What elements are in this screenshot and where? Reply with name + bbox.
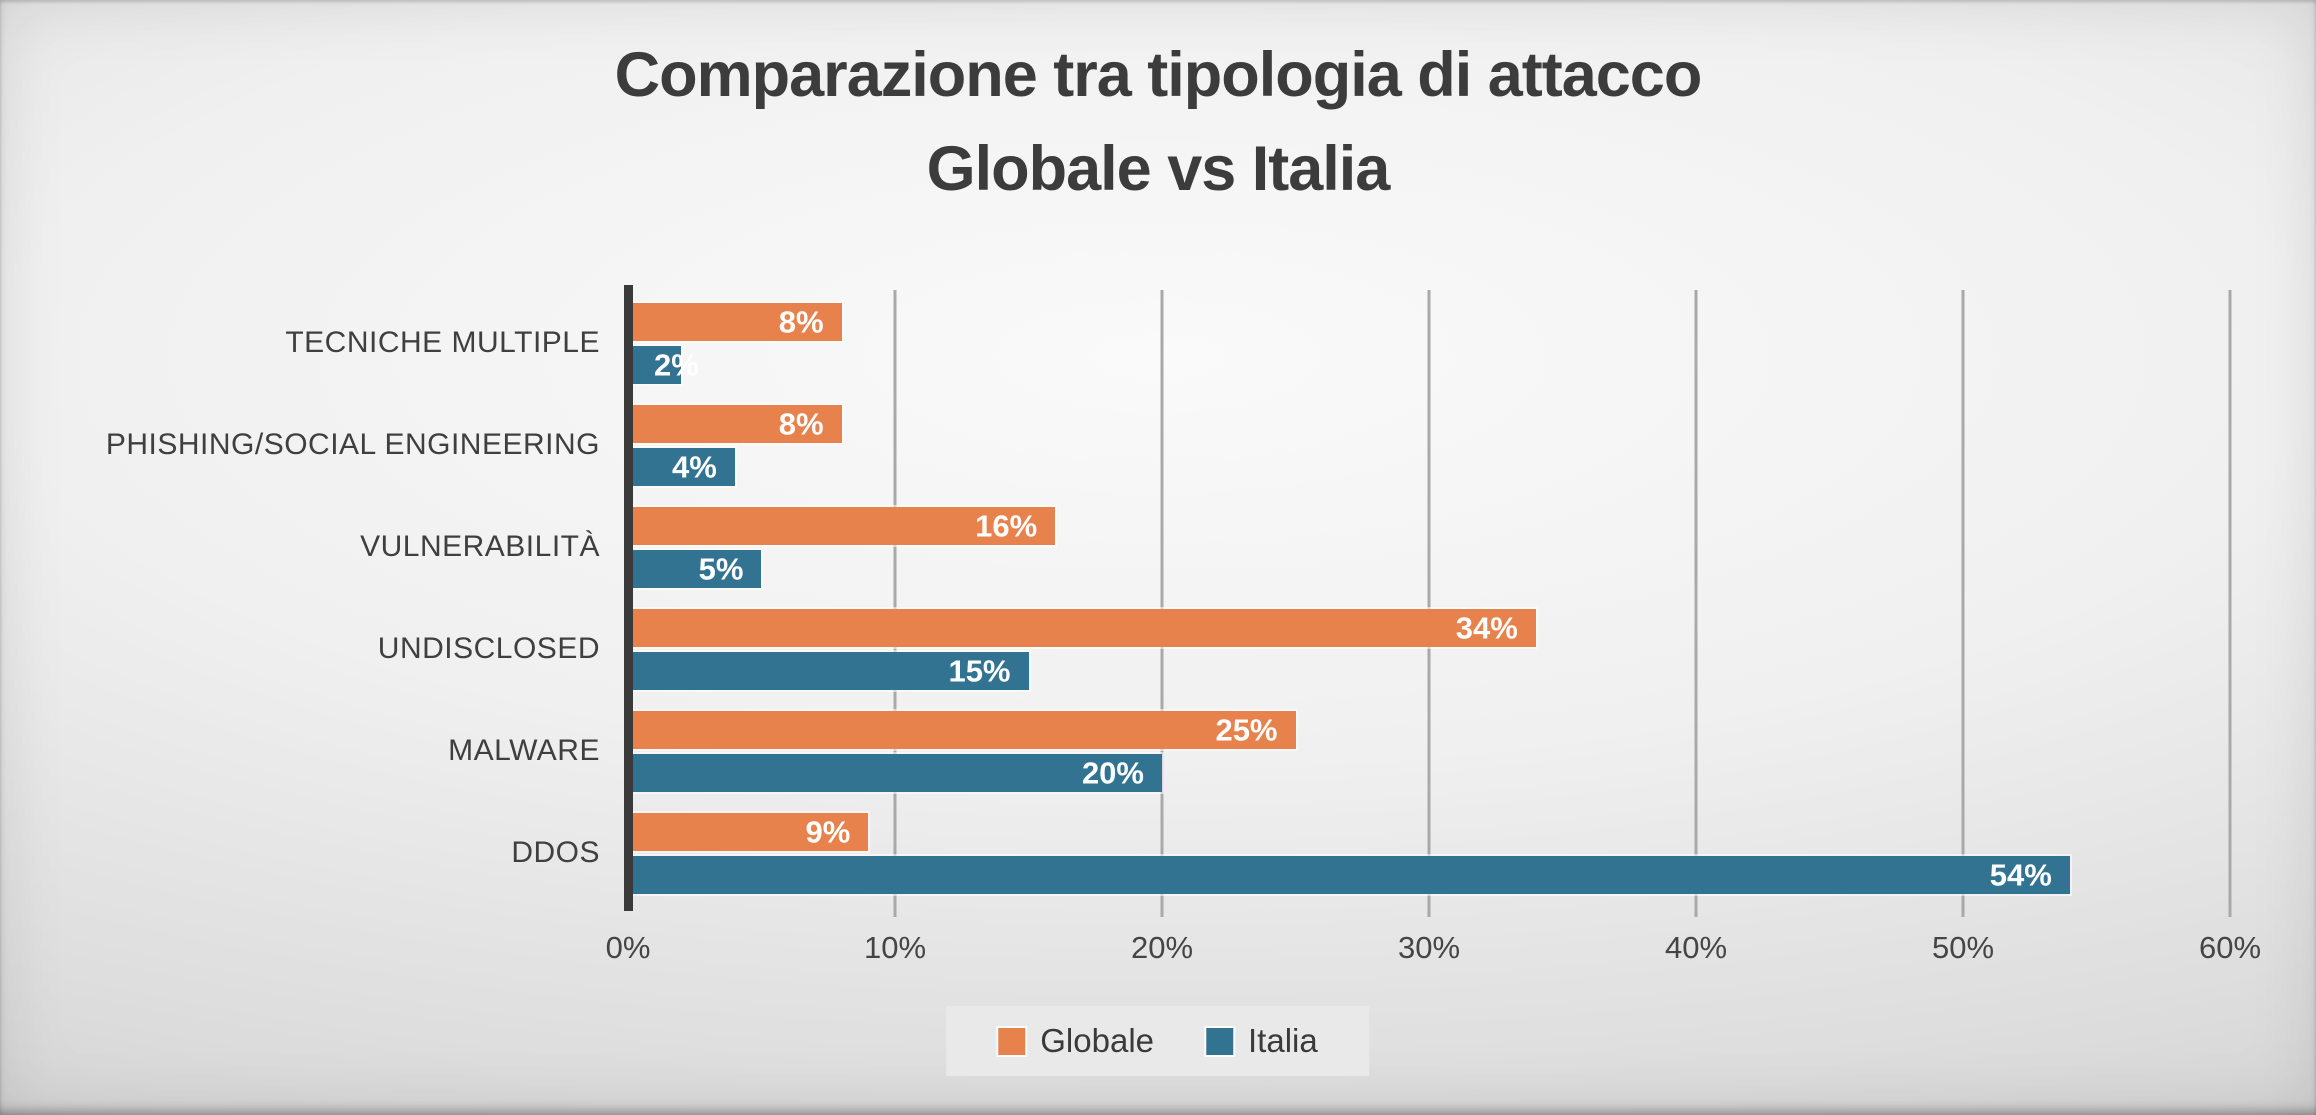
x-axis-tick-label: 60% bbox=[2198, 930, 2262, 965]
category-label: DDOS bbox=[511, 836, 600, 869]
bar-rows: 8% 2% 8% 4% 16% 5% 34% 15% 25% 20% 9% 54% bbox=[628, 292, 2230, 904]
gridline bbox=[893, 290, 897, 917]
data-label: 20% bbox=[1081, 755, 1144, 790]
category-label: PHISHING/SOCIAL ENGINEERING bbox=[105, 428, 600, 461]
data-label: 2% bbox=[654, 347, 699, 382]
bar-globale: 8% bbox=[628, 404, 842, 443]
bar-group: 34% 15% bbox=[628, 598, 2230, 700]
data-label: 25% bbox=[1215, 712, 1278, 747]
value-axis-line bbox=[624, 285, 633, 911]
bar-italia: 4% bbox=[628, 447, 735, 486]
data-label: 54% bbox=[1989, 857, 2052, 892]
category-label: UNDISCLOSED bbox=[377, 632, 600, 665]
legend-label: Globale bbox=[1040, 1022, 1155, 1059]
category-label: MALWARE bbox=[448, 734, 600, 767]
x-axis-tick-labels: 0% 10% 20% 30% 40% 50% 60% bbox=[606, 930, 2261, 978]
bar-globale: 16% bbox=[628, 506, 1056, 545]
gridline bbox=[1160, 290, 1164, 917]
bar-italia: 54% bbox=[628, 855, 2070, 894]
category-label: TECNICHE MULTIPLE bbox=[285, 326, 600, 359]
bar-globale: 8% bbox=[628, 302, 842, 341]
x-axis-tick-label: 50% bbox=[1931, 930, 1995, 965]
data-label: 8% bbox=[778, 304, 824, 339]
bar-italia: 5% bbox=[628, 549, 762, 588]
plot-area: 8% 2% 8% 4% 16% 5% 34% 15% 25% 20% 9% 54% bbox=[624, 285, 2232, 917]
x-axis-tick-label: 20% bbox=[1130, 930, 1194, 965]
legend-item-globale: Globale bbox=[998, 1022, 1154, 1060]
category-label: VULNERABILITÀ bbox=[360, 530, 600, 563]
category-axis-labels: TECNICHE MULTIPLE PHISHING/SOCIAL ENGINEE… bbox=[0, 292, 600, 904]
data-label: 5% bbox=[698, 551, 744, 586]
bar-globale: 9% bbox=[628, 812, 869, 851]
legend-label: Italia bbox=[1248, 1022, 1318, 1059]
chart-title-line2: Globale vs Italia bbox=[926, 134, 1391, 204]
legend-swatch-italia bbox=[1206, 1027, 1234, 1055]
data-label: 8% bbox=[778, 406, 824, 441]
legend-item-italia: Italia bbox=[1206, 1022, 1318, 1060]
chart-title: Comparazione tra tipologia di attacco Glo… bbox=[0, 28, 2316, 216]
bar-italia: 20% bbox=[628, 753, 1162, 792]
data-label: 34% bbox=[1455, 610, 1518, 645]
bar-group: 8% 4% bbox=[628, 394, 2230, 496]
legend-swatch-globale bbox=[998, 1027, 1026, 1055]
gridline bbox=[1694, 290, 1698, 917]
data-label: 16% bbox=[975, 508, 1038, 543]
gridline bbox=[2228, 290, 2232, 917]
chart-title-line1: Comparazione tra tipologia di attacco bbox=[614, 40, 1703, 110]
data-label: 9% bbox=[805, 814, 851, 849]
bar-group: 9% 54% bbox=[628, 802, 2230, 904]
x-axis-tick-label: 0% bbox=[605, 930, 651, 965]
data-label: 15% bbox=[948, 653, 1011, 688]
data-label: 4% bbox=[671, 449, 717, 484]
x-axis-tick-label: 10% bbox=[863, 930, 927, 965]
bar-italia: 15% bbox=[628, 651, 1029, 690]
x-axis-tick-label: 30% bbox=[1397, 930, 1461, 965]
bar-globale: 34% bbox=[628, 608, 1536, 647]
legend: Globale Italia bbox=[946, 1006, 1370, 1076]
gridline bbox=[1961, 290, 1965, 917]
bar-group: 8% 2% bbox=[628, 292, 2230, 394]
bar-group: 25% 20% bbox=[628, 700, 2230, 802]
bar-group: 16% 5% bbox=[628, 496, 2230, 598]
bar-italia: 2% bbox=[628, 345, 699, 384]
bar-globale: 25% bbox=[628, 710, 1296, 749]
x-axis-tick-label: 40% bbox=[1664, 930, 1728, 965]
gridline bbox=[1427, 290, 1431, 917]
